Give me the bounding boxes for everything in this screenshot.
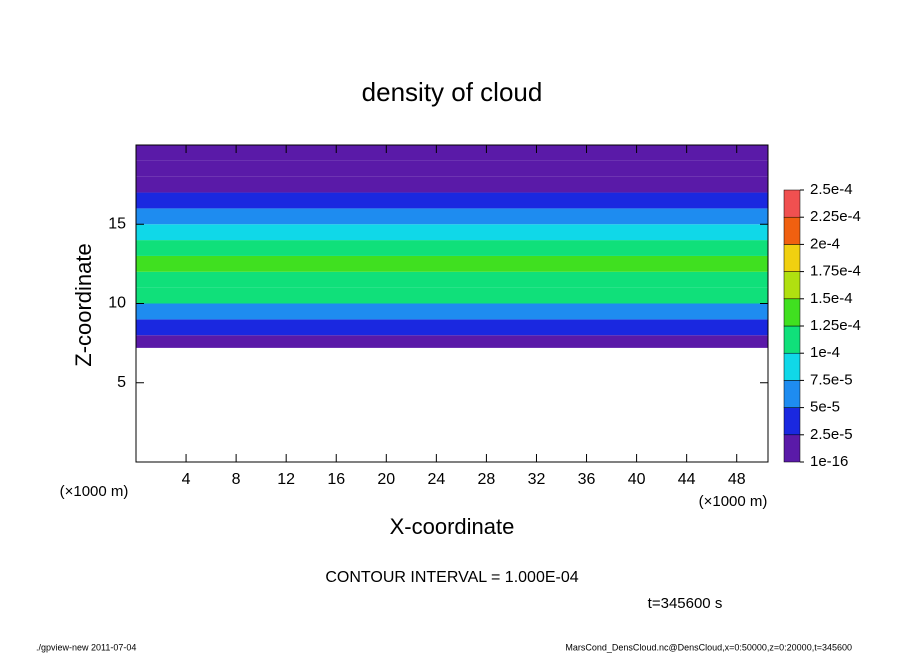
x-tick-label: 24 (427, 471, 445, 488)
density-band (136, 176, 768, 193)
density-band (136, 271, 768, 288)
density-band (136, 255, 768, 272)
colorbar-label: 5e-5 (810, 399, 840, 416)
colorbar-block (783, 271, 801, 300)
footer-right: MarsCond_DensCloud.nc@DensCloud,x=0:5000… (565, 642, 852, 652)
density-band (136, 192, 768, 209)
colorbar-label: 1e-4 (810, 344, 840, 361)
time-label: t=345600 s (648, 595, 723, 612)
colorbar-label: 2.5e-4 (810, 181, 853, 198)
colorbar-label: 1.5e-4 (810, 290, 853, 307)
density-band (136, 303, 768, 320)
colorbar-block (783, 352, 801, 381)
colorbar-label: 2e-4 (810, 235, 840, 252)
colorbar-block (783, 325, 801, 354)
y-tick-label: 5 (117, 374, 126, 391)
colorbar-block (783, 298, 801, 327)
x-tick-label: 32 (528, 471, 546, 488)
x-tick-label: 44 (678, 471, 696, 488)
x-tick-label: 12 (277, 471, 295, 488)
colorbar-label: 1.75e-4 (810, 263, 861, 280)
density-band (136, 145, 768, 161)
contour-interval: CONTOUR INTERVAL = 1.000E-04 (325, 569, 578, 586)
x-tick-label: 20 (377, 471, 395, 488)
colorbar-label: 2.25e-4 (810, 208, 861, 225)
x-unit-right: (×1000 m) (699, 493, 768, 510)
density-band (136, 224, 768, 241)
colorbar-label: 2.5e-5 (810, 426, 853, 443)
colorbar-block (783, 380, 801, 408)
colorbar-block (783, 189, 801, 218)
x-unit-left: (×1000 m) (60, 483, 129, 500)
footer-left: ./gpview-new 2011-07-04 (36, 642, 136, 652)
x-tick-label: 8 (232, 471, 241, 488)
y-tick-label: 15 (108, 215, 126, 232)
colorbar-label: 1e-16 (810, 453, 848, 470)
y-tick-label: 10 (108, 295, 126, 312)
x-axis-label: X-coordinate (390, 514, 515, 539)
colorbar-block (783, 244, 801, 272)
x-tick-label: 36 (578, 471, 596, 488)
density-band (136, 240, 768, 256)
x-tick-label: 48 (728, 471, 746, 488)
colorbar-block (783, 434, 801, 463)
chart-title: density of cloud (362, 77, 543, 107)
density-band (136, 208, 768, 225)
x-tick-label: 40 (628, 471, 646, 488)
density-band (136, 287, 768, 304)
colorbar-block (783, 216, 801, 245)
y-axis-label: Z-coordinate (71, 243, 96, 367)
colorbar-label: 1.25e-4 (810, 317, 861, 334)
density-band (136, 335, 768, 348)
x-tick-label: 28 (478, 471, 496, 488)
colorbar-label: 7.5e-5 (810, 371, 853, 388)
density-band (136, 160, 768, 177)
x-tick-label: 16 (327, 471, 345, 488)
density-band (136, 319, 768, 336)
x-tick-label: 4 (182, 471, 191, 488)
colorbar-block (783, 407, 801, 436)
